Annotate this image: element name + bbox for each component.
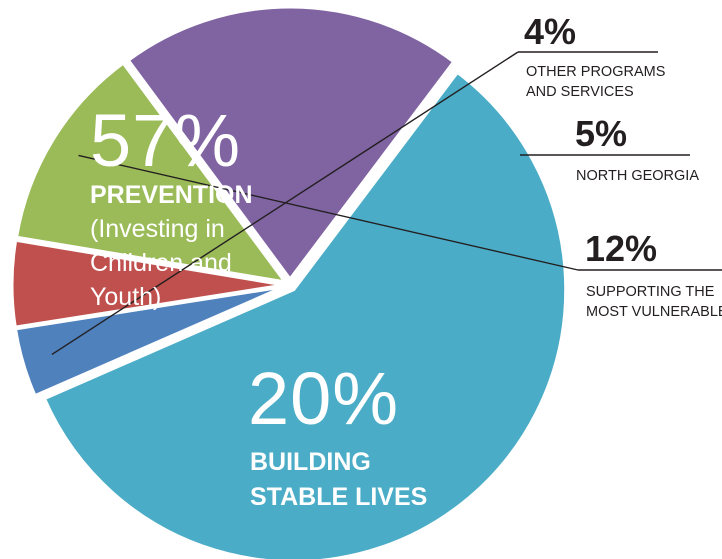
slice-label-supporting-vulnerable: 12% SUPPORTING THE MOST VULNERABLE — [585, 228, 722, 320]
slice-label-other-programs: 4% OTHER PROGRAMS AND SERVICES — [524, 11, 665, 100]
other-programs-line-1: OTHER PROGRAMS — [526, 64, 665, 80]
supporting-line-2: MOST VULNERABLE — [586, 304, 722, 320]
prevention-line-3: Youth) — [90, 283, 161, 311]
building-line-2: STABLE LIVES — [250, 483, 427, 511]
north-georgia-percent: 5% — [575, 113, 627, 154]
prevention-percent: 57% — [90, 99, 241, 182]
building-line-1: BUILDING — [250, 448, 371, 476]
leader-lines — [51, 51, 722, 356]
north-georgia-line-1: NORTH GEORGIA — [576, 168, 699, 184]
prevention-line-2: Children and — [90, 249, 232, 277]
slice-other-programs — [13, 285, 285, 398]
other-programs-percent: 4% — [524, 11, 576, 52]
prevention-line-1: (Investing in — [90, 215, 225, 243]
slice-label-building-stable-lives: 20% BUILDING STABLE LIVES — [248, 357, 427, 511]
other-programs-line-2: AND SERVICES — [526, 84, 634, 100]
slice-label-prevention: 57% PREVENTION (Investing in Children an… — [90, 99, 253, 311]
leader-supporting-vulnerable — [78, 154, 722, 271]
supporting-line-1: SUPPORTING THE — [586, 284, 715, 300]
slice-prevention — [42, 70, 568, 559]
supporting-percent: 12% — [585, 228, 657, 269]
slice-label-north-georgia: 5% NORTH GEORGIA — [575, 113, 699, 184]
building-percent: 20% — [248, 357, 399, 440]
slice-building-stable-lives — [126, 5, 456, 282]
slice-north-georgia — [10, 238, 285, 329]
prevention-title: PREVENTION — [90, 181, 253, 209]
